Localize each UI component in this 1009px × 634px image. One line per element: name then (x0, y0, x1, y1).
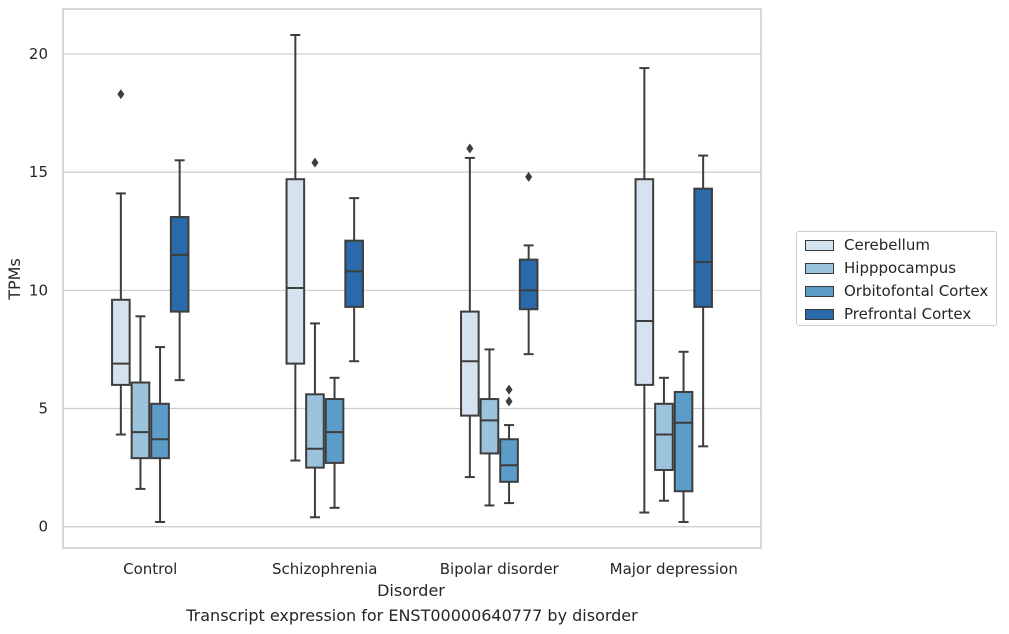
iqr-box-prefrontal-cortex-bipolar-disorder (518, 258, 539, 311)
iqr-box-prefrontal-cortex-control (169, 216, 190, 313)
box-cerebellum-bipolar-disorder (460, 143, 480, 479)
iqr-box-hipppocampus-bipolar-disorder (479, 398, 500, 455)
x-tick-label-control: Control (123, 560, 177, 578)
outlier-cerebellum-bipolar-disorder-0 (466, 143, 474, 154)
box-orbitofontal-cortex-major-depression (673, 350, 694, 523)
legend-item-prefrontal-cortex: Prefrontal Cortex (805, 304, 971, 324)
x-tick-label-major-depression: Major depression (610, 560, 738, 578)
x-tick-label-schizophrenia: Schizophrenia (272, 560, 377, 578)
box-cerebellum-control (111, 89, 131, 436)
iqr-box-prefrontal-cortex-schizophrenia (344, 239, 364, 308)
legend-label-orbitofontal-cortex: Orbitofontal Cortex (844, 282, 989, 300)
box-hipppocampus-bipolar-disorder (479, 348, 500, 507)
outlier-orbitofontal-cortex-bipolar-disorder-1 (505, 384, 513, 395)
legend-item-hipppocampus: Hipppocampus (805, 258, 956, 278)
iqr-box-orbitofontal-cortex-bipolar-disorder (499, 438, 519, 483)
box-orbitofontal-cortex-schizophrenia (324, 376, 345, 509)
y-tick-label-5: 5 (38, 400, 48, 418)
box-orbitofontal-cortex-control (150, 346, 170, 523)
iqr-box-hipppocampus-control (130, 381, 151, 460)
iqr-box-cerebellum-bipolar-disorder (460, 310, 480, 417)
box-prefrontal-cortex-major-depression (693, 154, 713, 448)
boxes (111, 34, 713, 523)
y-tick-label-15: 15 (29, 163, 48, 181)
outlier-cerebellum-control-0 (117, 89, 125, 100)
legend-swatch-hipppocampus (805, 262, 834, 274)
box-prefrontal-cortex-bipolar-disorder (518, 171, 539, 356)
iqr-box-hipppocampus-schizophrenia (305, 393, 325, 469)
outlier-hipppocampus-schizophrenia-0 (311, 157, 319, 168)
x-axis-ticks: Control Schizophrenia Bipolar disorder Majo… (123, 560, 738, 578)
figure-caption: Transcript expression for ENST0000064077… (186, 606, 638, 625)
legend-swatch-prefrontal-cortex (805, 308, 834, 320)
box-orbitofontal-cortex-bipolar-disorder (499, 384, 519, 505)
legend-item-orbitofontal-cortex: Orbitofontal Cortex (805, 281, 988, 301)
y-axis-ticks: 0 5 10 15 20 (29, 45, 48, 536)
box-prefrontal-cortex-control (169, 159, 190, 382)
y-tick-label-0: 0 (38, 518, 48, 536)
legend-swatch-cerebellum (805, 239, 834, 251)
x-axis-title: Disorder (377, 581, 445, 600)
legend-label-cerebellum: Cerebellum (844, 236, 930, 254)
box-prefrontal-cortex-schizophrenia (344, 197, 364, 363)
legend-item-cerebellum: Cerebellum (805, 235, 930, 255)
y-tick-label-20: 20 (29, 45, 48, 63)
y-tick-label-10: 10 (29, 281, 48, 299)
iqr-box-hipppocampus-major-depression (654, 402, 674, 471)
iqr-box-orbitofontal-cortex-schizophrenia (324, 398, 345, 464)
legend-label-hipppocampus: Hipppocampus (844, 259, 957, 277)
box-hipppocampus-schizophrenia (305, 157, 325, 519)
iqr-box-orbitofontal-cortex-major-depression (673, 390, 694, 493)
outlier-prefrontal-cortex-bipolar-disorder-0 (525, 171, 533, 182)
y-axis-title: TPMs (5, 258, 24, 301)
legend-swatch-orbitofontal-cortex (805, 285, 834, 297)
box-hipppocampus-control (130, 315, 151, 490)
x-tick-label-bipolar-disorder: Bipolar disorder (440, 560, 560, 578)
iqr-box-cerebellum-major-depression (634, 178, 655, 386)
outlier-orbitofontal-cortex-bipolar-disorder-0 (505, 396, 513, 407)
box-hipppocampus-major-depression (654, 376, 674, 502)
box-cerebellum-major-depression (634, 67, 655, 514)
legend: Cerebellum Hipppocampus Orbitofontal Cor… (796, 231, 997, 326)
box-cerebellum-schizophrenia (285, 34, 306, 462)
iqr-box-orbitofontal-cortex-control (150, 402, 170, 460)
legend-label-prefrontal-cortex: Prefrontal Cortex (844, 305, 972, 323)
iqr-box-cerebellum-control (111, 298, 131, 386)
iqr-box-cerebellum-schizophrenia (285, 178, 306, 365)
iqr-box-prefrontal-cortex-major-depression (693, 187, 713, 308)
